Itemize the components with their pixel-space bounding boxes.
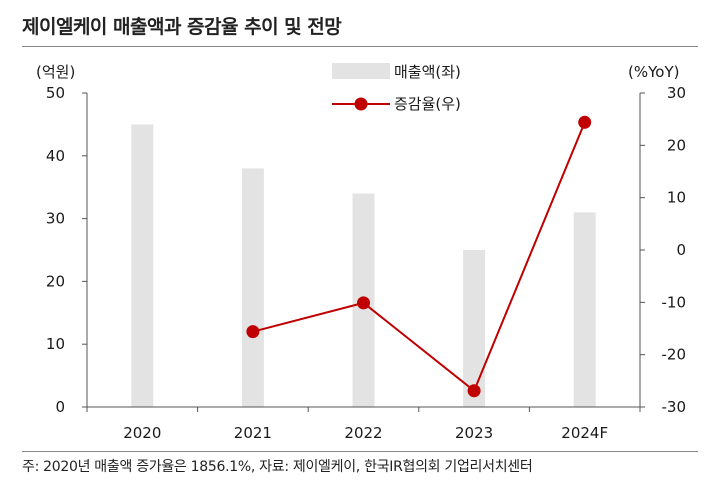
bar-2023: [463, 250, 486, 407]
right-tick-label-0: 0: [676, 241, 686, 259]
right-tick-label--20: -20: [662, 346, 687, 364]
legend-bar-label: 매출액(좌): [394, 63, 461, 81]
left-tick-label-20: 20: [46, 272, 65, 290]
right-tick-label--30: -30: [662, 398, 687, 416]
chart-title: 제이엘케이 매출액과 증감율 추이 및 전망: [22, 16, 342, 38]
right-tick-label-30: 30: [667, 84, 686, 102]
x-tick-label-2024F: 2024F: [561, 424, 608, 442]
bar-2024F: [573, 212, 596, 407]
legend-bar-swatch: [332, 63, 390, 79]
left-tick-label-50: 50: [46, 84, 65, 102]
right-tick-label--10: -10: [662, 293, 687, 311]
left-tick-label-0: 0: [55, 398, 65, 416]
source-note: 주: 2020년 매출액 증가율은 1856.1%, 자료: 제이엘케이, 한국…: [22, 459, 533, 475]
x-tick-label-2020: 2020: [123, 424, 161, 442]
bar-2020: [131, 124, 154, 408]
left-tick-label-10: 10: [46, 335, 65, 353]
x-tick-label-2021: 2021: [234, 424, 272, 442]
left-tick-label-40: 40: [46, 147, 65, 165]
bar-2021: [241, 168, 264, 407]
left-axis-unit: (억원): [36, 63, 75, 81]
growth-point-2021: [246, 325, 260, 339]
x-tick-label-2023: 2023: [455, 424, 493, 442]
legend-line-marker: [354, 97, 368, 111]
growth-point-2024F: [578, 115, 592, 129]
right-tick-label-10: 10: [667, 189, 686, 207]
right-tick-label-20: 20: [667, 136, 686, 154]
x-tick-label-2022: 2022: [344, 424, 382, 442]
left-tick-label-30: 30: [46, 210, 65, 228]
legend-line-label: 증감율(우): [394, 95, 461, 113]
title-divider: [22, 46, 698, 47]
right-axis-unit: (%YoY): [628, 63, 679, 81]
growth-line: [252, 121, 586, 393]
note-divider: [22, 451, 698, 452]
growth-point-2023: [467, 384, 481, 398]
growth-point-2022: [357, 296, 370, 310]
